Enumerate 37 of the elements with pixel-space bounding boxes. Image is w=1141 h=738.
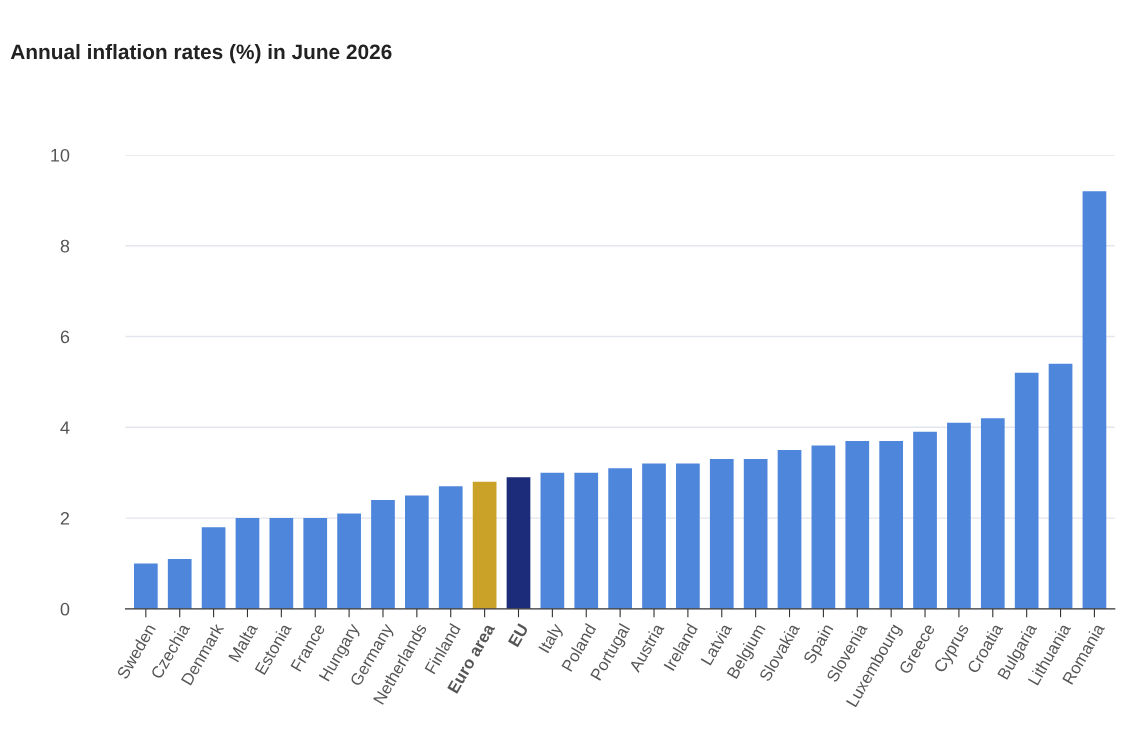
bar [506, 477, 531, 609]
x-tick-label: EU [508, 623, 529, 648]
bar [540, 472, 565, 609]
bar [133, 563, 158, 609]
bar [1082, 191, 1107, 609]
bar [709, 459, 734, 609]
y-tick-label: 6 [60, 330, 70, 344]
bar [235, 518, 260, 609]
bar [371, 499, 395, 609]
bar [405, 495, 429, 609]
bar [574, 472, 599, 609]
bar [811, 445, 836, 609]
bar [845, 440, 870, 609]
bar [642, 463, 666, 609]
bar [879, 440, 904, 609]
bar [201, 527, 226, 609]
bar [777, 450, 802, 609]
bar [438, 486, 463, 609]
y-tick-label: 10 [51, 148, 70, 162]
y-tick-label: 2 [60, 512, 70, 525]
y-tick-label: 0 [60, 602, 70, 616]
bar [472, 481, 497, 609]
bar [1014, 372, 1039, 609]
bar [980, 418, 1005, 609]
y-tick-label: 4 [60, 421, 70, 434]
bar [167, 558, 192, 609]
bar [269, 518, 294, 609]
bar [947, 422, 971, 609]
bar [743, 459, 768, 609]
bar [1048, 363, 1073, 609]
bar [913, 431, 937, 609]
y-tick-label: 8 [60, 239, 70, 253]
bar [337, 513, 361, 609]
chart-title: Annual inflation rates (%) in June 2026 [10, 43, 392, 64]
bar [303, 518, 328, 609]
bar [608, 468, 632, 609]
bar [676, 463, 700, 609]
